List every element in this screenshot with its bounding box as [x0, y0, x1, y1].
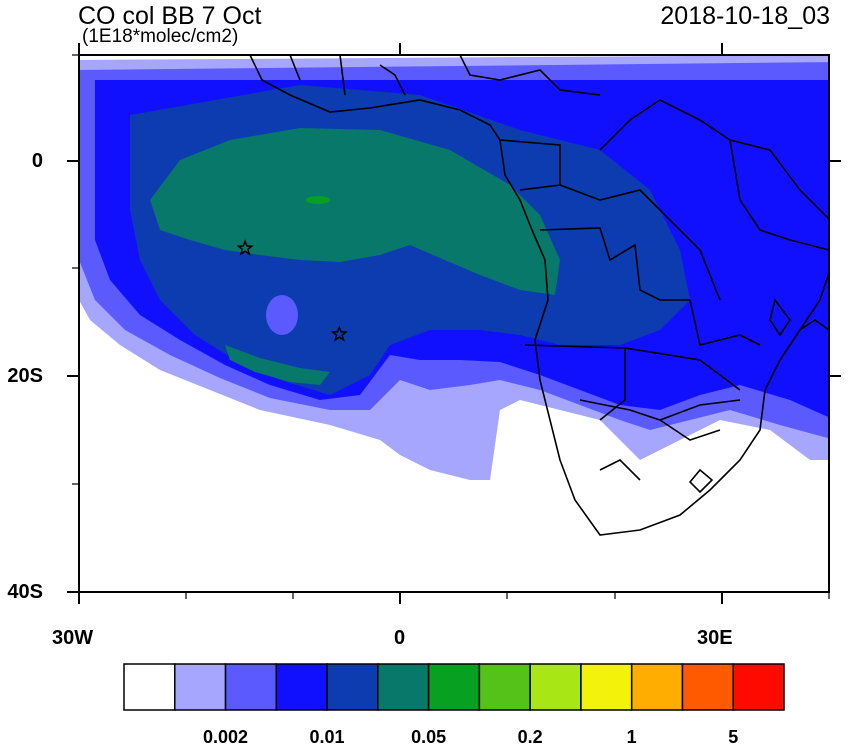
x-label-0: 0 — [394, 627, 406, 649]
colorbar-swatch-8 — [478, 663, 531, 711]
star-marker-1 — [236, 239, 254, 256]
colorbar-swatch-11 — [630, 663, 684, 711]
y-label-0: 0 — [31, 150, 43, 172]
x-label-30e: 30E — [697, 627, 733, 649]
colorbar-swatch-9 — [529, 663, 582, 711]
tick-marks — [67, 43, 841, 604]
colorbar-swatch-3 — [224, 663, 278, 711]
colorbar-label: 0.01 — [309, 727, 345, 747]
concentration-field — [79, 55, 829, 592]
coastlines — [249, 55, 829, 536]
colorbar-swatch-10 — [580, 663, 633, 711]
colorbar-swatch-1 — [123, 663, 176, 711]
map-title: CO col BB 7 Oct — [78, 2, 262, 30]
units-label: (1E18*molec/cm2) — [82, 26, 239, 47]
colorbar-swatch-5 — [326, 663, 379, 711]
y-label-20s: 20S — [7, 365, 43, 387]
star-marker-2 — [330, 325, 348, 342]
colorbar-label: 0.2 — [517, 727, 543, 747]
plot-frame — [78, 54, 830, 593]
colorbar-swatch-4 — [275, 663, 328, 711]
band-teal-south — [225, 345, 330, 385]
band-teal — [150, 128, 560, 295]
colorbar-swatch-7 — [427, 663, 481, 711]
colorbar-swatch-12 — [681, 663, 734, 711]
colorbar-label: 0.002 — [203, 727, 249, 747]
colorbar-label: 0.05 — [411, 727, 447, 747]
colorbar-label: 5 — [728, 727, 739, 747]
marker-layer — [236, 239, 348, 342]
colorbar — [123, 663, 785, 711]
colorbar-swatch-2 — [174, 663, 227, 711]
minor-ticks — [72, 54, 830, 599]
band-green — [306, 196, 330, 204]
colorbar-label: 1 — [626, 727, 637, 747]
colorbar-swatch-6 — [377, 663, 430, 711]
x-label-30w: 30W — [52, 627, 94, 649]
colorbar-swatch-13 — [732, 663, 785, 711]
datetime-label: 2018-10-18_03 — [660, 2, 830, 30]
y-label-40s: 40S — [7, 581, 43, 603]
